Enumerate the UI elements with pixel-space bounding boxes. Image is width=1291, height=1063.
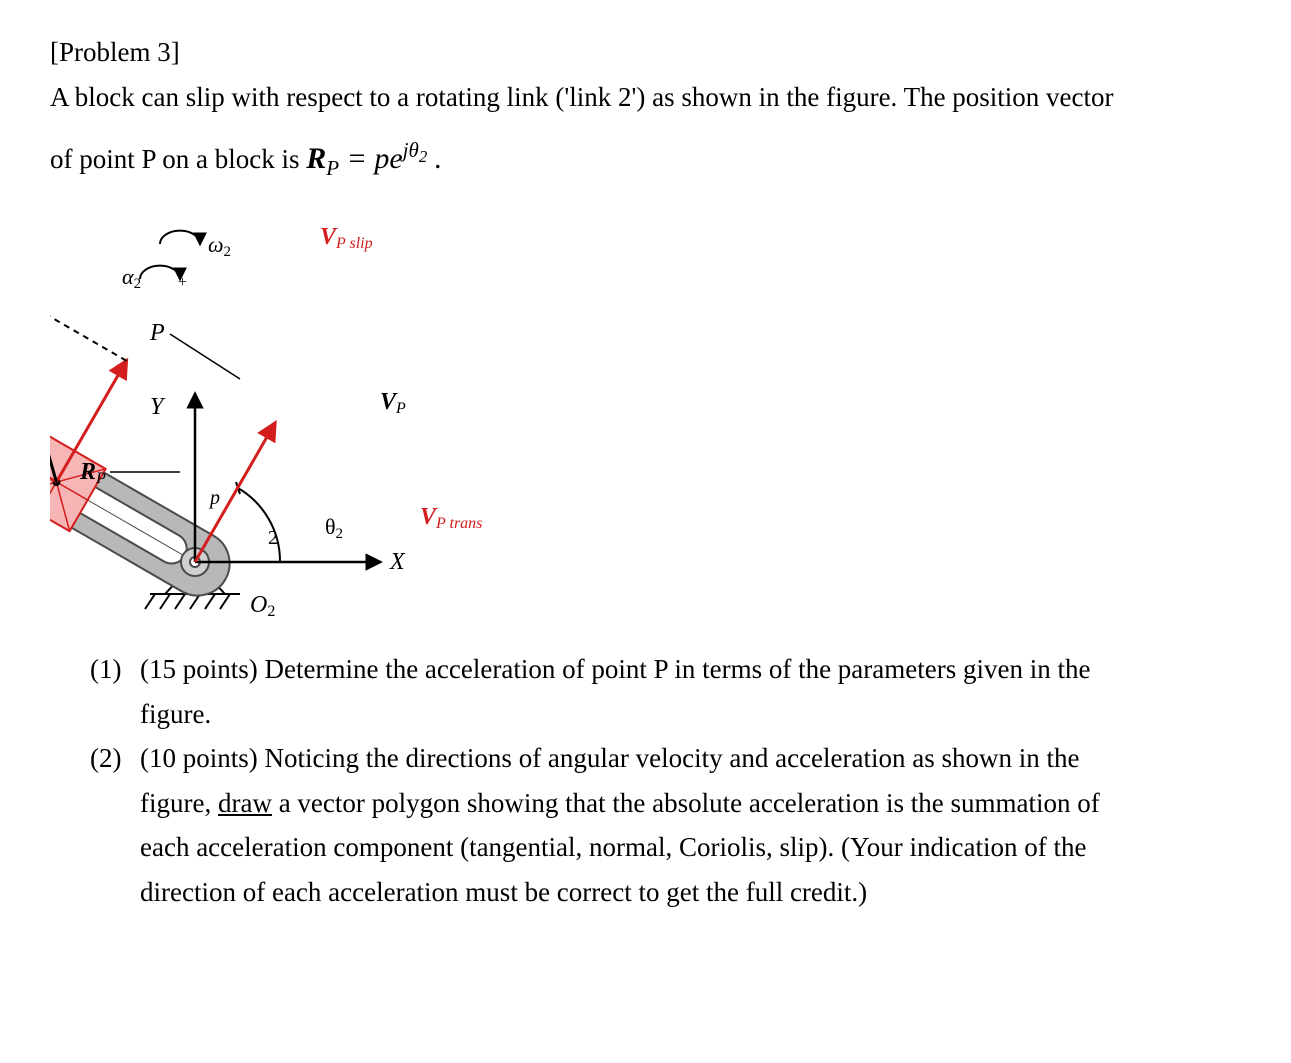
eq-p: p — [374, 142, 389, 175]
theta2-arc — [238, 488, 280, 562]
mechanism-figure: + ω2 α2 P Y X RP p 2 θ2 O2 VP VP slip — [50, 204, 1241, 638]
rp-vector — [195, 423, 275, 562]
eq-R: R — [306, 142, 326, 175]
problem-heading: [Problem 3] — [50, 30, 1241, 75]
dash-side — [50, 288, 126, 361]
question-1: (1) (15 points) Determine the accelerati… — [90, 647, 1241, 692]
question-2: (2) (10 points) Noticing the directions … — [90, 736, 1241, 781]
label-Vslip: VP slip — [320, 224, 373, 252]
q1-points: (15 points) — [140, 654, 265, 684]
label-omega2: ω2 — [208, 232, 231, 260]
label-link-2: 2 — [268, 527, 278, 549]
q2-points: (10 points) — [140, 743, 265, 773]
label-Y: Y — [150, 394, 166, 420]
label-alpha2: α2 — [122, 264, 141, 292]
q2-num: (2) — [90, 736, 140, 781]
eq-equals: = — [347, 142, 375, 175]
position-equation: RP = pejθ2 . — [306, 142, 442, 175]
q2-text-b-post: a vector polygon showing that the absolu… — [272, 788, 1100, 818]
label-Vtrans: VP trans — [420, 504, 482, 532]
q2-text-c: each acceleration component (tangential,… — [140, 825, 1241, 870]
q1-text-a: Determine the acceleration of point P in… — [265, 654, 1091, 684]
intro-line-2: of point P on a block is RP = pejθ2 . — [50, 133, 1241, 186]
eq-trail: . — [435, 142, 443, 175]
label-VP: VP — [380, 389, 406, 417]
q1-text-b: figure. — [140, 692, 1241, 737]
questions-block: (1) (15 points) Determine the accelerati… — [50, 647, 1241, 914]
q1-num: (1) — [90, 647, 140, 692]
q2-text-b-pre: figure, — [140, 788, 218, 818]
label-p-small: p — [208, 487, 220, 509]
eq-e: e — [389, 142, 402, 175]
intro-line-1: A block can slip with respect to a rotat… — [50, 75, 1241, 120]
label-O2: O2 — [250, 592, 275, 620]
q2-text-b-underline: draw — [218, 788, 272, 818]
eq-exp-theta: θ — [409, 138, 419, 162]
eq-exp: jθ2 — [403, 138, 428, 162]
p-leader — [170, 334, 240, 379]
svg-text:+: + — [178, 274, 187, 291]
omega2-arrow-icon — [160, 230, 200, 243]
q2-text-a: Noticing the directions of angular veloc… — [265, 743, 1080, 773]
q2-text-d: direction of each acceleration must be c… — [140, 870, 1241, 915]
intro-prefix: of point P on a block is — [50, 144, 306, 174]
eq-R-sub: P — [326, 156, 339, 180]
alpha2-arrow-icon: + — [140, 265, 187, 290]
label-Rp: RP — [79, 459, 106, 487]
label-P: P — [149, 320, 165, 346]
eq-exp-sub: 2 — [419, 147, 427, 166]
label-X: X — [389, 549, 406, 575]
label-theta2: θ2 — [325, 514, 343, 542]
